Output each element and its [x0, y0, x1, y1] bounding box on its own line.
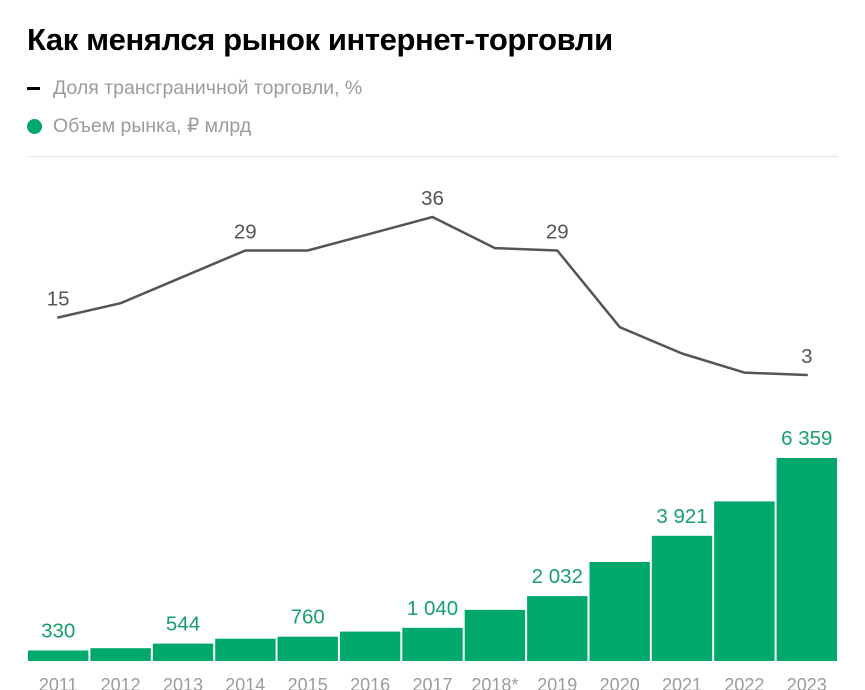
line-value-label: 29	[546, 221, 569, 244]
x-tick-label: 2022	[724, 675, 764, 690]
bar-2019	[527, 596, 588, 661]
bar-2022	[714, 501, 775, 661]
bar-value-label: 330	[41, 620, 75, 643]
bar-2018	[464, 609, 526, 661]
x-tick-label: 2013	[163, 675, 203, 690]
bar-value-label: 6 359	[781, 427, 832, 450]
bar-value-label: 1 040	[407, 597, 458, 620]
bar-value-label: 2 032	[532, 565, 583, 588]
x-tick-label: 2016	[350, 675, 390, 690]
x-tick-label: 2015	[288, 675, 328, 690]
x-tick-label: 2011	[39, 675, 78, 690]
line-value-label: 29	[234, 221, 257, 244]
bar-2023	[776, 458, 837, 661]
bar-2017	[402, 627, 463, 661]
x-tick-label: 2012	[101, 675, 141, 690]
chart-title: Как менялся рынок интернет-торговли	[27, 22, 613, 57]
x-tick-label: 2018*	[471, 675, 518, 690]
bar-2011	[28, 650, 89, 661]
legend-dot-swatch	[27, 118, 42, 134]
x-tick-label: 2014	[225, 675, 265, 690]
line-value-label: 15	[47, 288, 70, 311]
x-tick-label: 2021	[662, 675, 702, 690]
bar-2014	[215, 638, 276, 661]
line-value-label: 36	[421, 187, 444, 210]
bar-2012	[90, 648, 151, 661]
legend-item-volume: Объем рынка, ₽ млрд	[27, 114, 251, 138]
bar-2020	[589, 562, 650, 661]
line-value-label: 3	[801, 345, 812, 368]
header-divider	[27, 156, 838, 157]
bar-2013	[152, 643, 214, 661]
legend-line-swatch	[27, 86, 40, 90]
x-tick-label: 2017	[412, 675, 452, 690]
legend-label-share: Доля трансграничной торговли, %	[53, 76, 363, 99]
legend-item-share: Доля трансграничной торговли, %	[27, 76, 362, 100]
bar-value-label: 760	[291, 606, 325, 629]
bar-value-label: 3 921	[656, 505, 707, 528]
x-tick-label: 2023	[787, 675, 827, 690]
bar-2015	[277, 636, 338, 661]
bar-2021	[651, 535, 713, 661]
line-series-share	[56, 215, 809, 377]
legend-label-volume: Объем рынка, ₽ млрд	[53, 115, 252, 137]
x-tick-label: 2020	[600, 675, 640, 690]
bar-value-label: 544	[166, 613, 200, 636]
x-tick-label: 2019	[537, 675, 577, 690]
bar-2016	[339, 631, 401, 661]
